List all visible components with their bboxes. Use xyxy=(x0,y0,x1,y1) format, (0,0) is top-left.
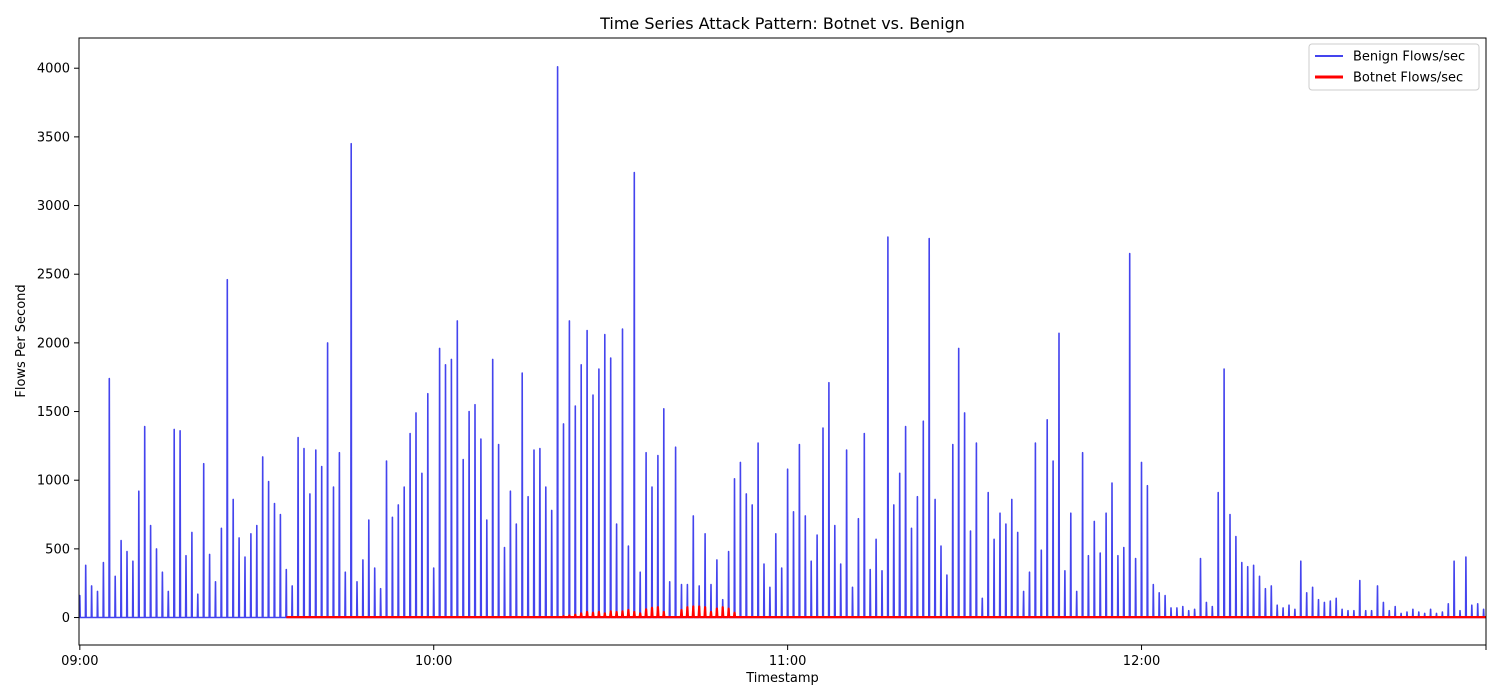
y-axis-label: Flows Per Second xyxy=(14,284,29,397)
x-tick-label: 09:00 xyxy=(61,654,98,669)
legend-benign-label: Benign Flows/sec xyxy=(1353,50,1465,65)
y-tick-label: 2500 xyxy=(37,268,70,283)
botnet-series-line xyxy=(286,605,1486,619)
y-tick-label: 4000 xyxy=(37,62,70,77)
x-axis: 09:00 10:00 11:00 12:00 xyxy=(61,645,1487,669)
plot-frame xyxy=(78,37,1487,646)
legend-botnet-label: Botnet Flows/sec xyxy=(1353,71,1463,86)
y-tick-label: 0 xyxy=(62,611,70,626)
x-tick-label: 11:00 xyxy=(769,654,806,669)
benign-series-line xyxy=(79,66,1486,619)
y-axis: 0 500 1000 1500 2000 2500 3000 3500 4000 xyxy=(37,62,79,626)
chart-title: Time Series Attack Pattern: Botnet vs. B… xyxy=(599,14,965,33)
y-tick-label: 500 xyxy=(45,542,70,557)
y-tick-label: 1000 xyxy=(37,474,70,489)
legend: Benign Flows/sec Botnet Flows/sec xyxy=(1308,43,1480,91)
legend-box xyxy=(1308,43,1480,91)
x-axis-label: Timestamp xyxy=(745,671,819,686)
y-tick-label: 3000 xyxy=(37,199,70,214)
series-layer xyxy=(79,66,1486,619)
y-tick-label: 1500 xyxy=(37,405,70,420)
x-tick-label: 10:00 xyxy=(415,654,452,669)
y-tick-label: 2000 xyxy=(37,336,70,351)
y-tick-label: 3500 xyxy=(37,130,70,145)
x-tick-label: 12:00 xyxy=(1123,654,1160,669)
